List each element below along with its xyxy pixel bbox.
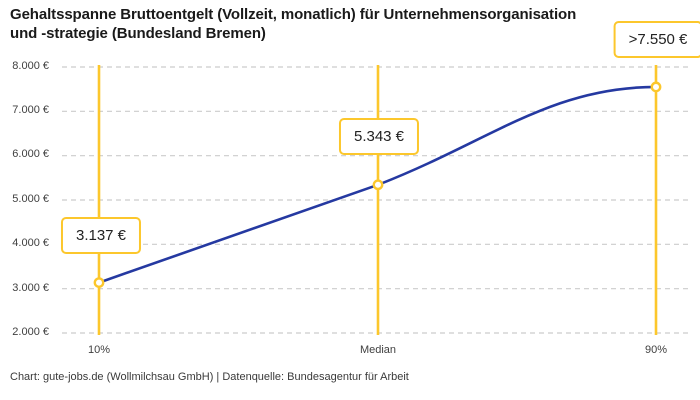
chart-attribution: Chart: gute-jobs.de (Wollmilchsau GmbH) …: [10, 371, 409, 383]
y-axis-tick-label: 6.000 €: [12, 148, 49, 160]
y-axis-tick-label: 2.000 €: [12, 326, 49, 338]
x-axis-tick-label-median: Median: [359, 344, 397, 356]
y-axis-tick-label: 7.000 €: [12, 104, 49, 116]
salary-line: [97, 85, 658, 284]
chart-title: Gehaltsspanne Bruttoentgelt (Vollzeit, m…: [10, 6, 577, 42]
y-axis-tick-label: 4.000 €: [12, 237, 49, 249]
value-label-median: 5.343 €: [338, 118, 420, 155]
data-point-marker[interactable]: [650, 81, 662, 93]
y-axis-tick-label: 8.000 €: [12, 60, 49, 72]
value-label-10th-percentile: 3.137 €: [60, 217, 142, 254]
y-axis-tick-label: 5.000 €: [12, 193, 49, 205]
y-axis-tick-label: 3.000 €: [12, 282, 49, 294]
x-axis-tick-label-10th: 10%: [87, 344, 111, 356]
x-axis-tick-label-90th: 90%: [644, 344, 668, 356]
data-point-marker[interactable]: [93, 277, 105, 288]
value-label-90th-percentile: >7.550 €: [613, 21, 700, 58]
data-point-marker[interactable]: [372, 179, 384, 191]
